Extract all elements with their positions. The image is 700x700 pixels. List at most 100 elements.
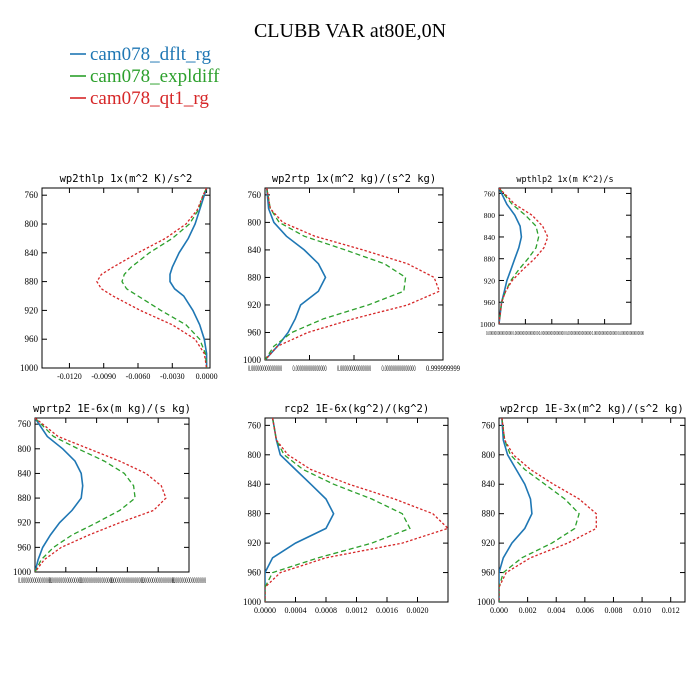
x-tick-label: 0.000000000000000 xyxy=(539,330,565,337)
chart-panel: wp2thlp 1x(m^2 K)/s^2 760 800 840 880 920 960 1… xyxy=(20,173,218,381)
y-tick-label: 880 xyxy=(482,509,496,519)
y-tick-label: 920 xyxy=(18,518,32,528)
plot-frame xyxy=(41,187,211,369)
y-tick-label: 840 xyxy=(248,479,262,489)
y-tick-label: 760 xyxy=(248,190,262,200)
series-line-cam078_expldiff xyxy=(265,418,411,602)
y-tick-label: 760 xyxy=(25,190,39,200)
y-tick-label: 960 xyxy=(484,298,496,307)
x-tick-label: -0.0120 xyxy=(57,372,82,381)
plot-frame xyxy=(264,417,449,603)
series-line-cam078_qt1_rg xyxy=(265,418,448,602)
y-tick-label: 840 xyxy=(248,245,262,255)
y-tick-label: 840 xyxy=(25,248,39,258)
x-tick-label: 0.0016 xyxy=(376,606,398,615)
series-line-cam078_qt1_rg xyxy=(265,188,441,360)
x-tick-label: 0.000000000000000 xyxy=(172,576,206,585)
y-tick-label: 880 xyxy=(25,277,39,287)
y-tick-label: 760 xyxy=(18,419,32,429)
y-tick-label: 920 xyxy=(248,538,262,548)
panel-title: wp2thlp 1x(m^2 K)/s^2 xyxy=(60,173,193,185)
x-tick-label: 0.0012 xyxy=(346,606,368,615)
series-line-cam078_expldiff xyxy=(499,188,540,324)
y-tick-label: 880 xyxy=(484,255,496,264)
series-line-cam078_expldiff xyxy=(35,418,136,572)
y-tick-label: 960 xyxy=(18,542,32,552)
x-tick-label: 0.000000000000000 xyxy=(293,364,327,373)
series-group xyxy=(265,418,448,602)
y-tick-label: 880 xyxy=(248,272,262,282)
series-line-cam078_qt1_rg xyxy=(499,188,549,324)
series-line-cam078_dflt_rg xyxy=(265,188,327,360)
panel-title: wpthlp2 1x(m K^2)/s xyxy=(516,175,613,185)
y-tick-label: 840 xyxy=(484,233,496,242)
x-tick-label: 0.000000000000000 xyxy=(382,364,416,373)
plot-frame xyxy=(498,417,686,603)
plot-frame xyxy=(498,187,632,325)
x-tick-label: 0.0020 xyxy=(407,606,429,615)
series-line-cam078_dflt_rg xyxy=(35,418,84,572)
x-tick-label: 0.000000000000000 xyxy=(565,330,591,337)
y-tick-label: 960 xyxy=(25,334,39,344)
y-tick-label: 1000 xyxy=(477,597,496,607)
plot-frame xyxy=(264,187,444,361)
y-tick-label: 800 xyxy=(25,219,39,229)
y-tick-label: 760 xyxy=(248,420,262,430)
series-line-cam078_qt1_rg xyxy=(96,188,208,368)
x-tick-label: 0.010 xyxy=(633,606,651,615)
y-tick-label: 1000 xyxy=(13,567,32,577)
x-tick-label: 0.000000000000000 xyxy=(49,576,83,585)
panel-title: wp2rtp 1x(m^2 kg)/(s^2 kg) xyxy=(272,173,436,185)
y-tick-label: 880 xyxy=(248,509,262,519)
y-tick-label: 800 xyxy=(18,444,32,454)
y-tick-label: 920 xyxy=(248,300,262,310)
x-tick-label: 0.000000000000000 xyxy=(248,364,282,373)
x-tick-label: -0.0030 xyxy=(160,372,185,381)
chart-panel: wpthlp2 1x(m K^2)/s 760 800 840 880 920 960 100… xyxy=(480,175,644,337)
x-tick-label: 0.999999999 xyxy=(426,364,460,373)
y-tick-label: 880 xyxy=(18,493,32,503)
x-tick-label: 0.000000000000000 xyxy=(337,364,371,373)
series-group xyxy=(265,188,441,360)
y-tick-label: 960 xyxy=(248,568,262,578)
series-line-cam078_dflt_rg xyxy=(169,188,208,368)
y-tick-label: 1000 xyxy=(20,363,39,373)
x-tick-label: 0.000000000000000 xyxy=(18,576,52,585)
y-tick-label: 800 xyxy=(484,211,496,220)
y-tick-label: 960 xyxy=(248,327,262,337)
series-line-cam078_expldiff xyxy=(121,188,208,368)
legend-label: cam078_dflt_rg xyxy=(90,44,212,65)
y-tick-label: 920 xyxy=(484,276,496,285)
series-group xyxy=(499,418,597,602)
series-line-cam078_dflt_rg xyxy=(265,418,335,602)
chart-panel: wp2rcp 1E-3x(m^2 kg)/(s^2 kg) 760 800 840 88… xyxy=(477,403,686,615)
y-tick-label: 840 xyxy=(482,479,496,489)
figure-title: CLUBB VAR at80E,0N xyxy=(254,20,446,42)
series-group xyxy=(96,188,208,368)
chart-panel: rcp2 1E-6x(kg^2)/(kg^2) 760 800 840 880 920 96… xyxy=(243,403,449,615)
x-tick-label: 0.0008 xyxy=(315,606,337,615)
x-tick-label: -0.0060 xyxy=(126,372,151,381)
panel-title: wp2rcp 1E-3x(m^2 kg)/(s^2 kg) xyxy=(500,403,683,415)
x-tick-label: 0.000000000000000 xyxy=(618,330,644,337)
legend-label: cam078_expldiff xyxy=(90,66,220,87)
x-tick-label: 0.0000 xyxy=(254,606,276,615)
y-tick-label: 920 xyxy=(25,305,39,315)
x-tick-label: 0.000000000000000 xyxy=(110,576,144,585)
series-group xyxy=(499,188,549,324)
y-tick-label: 920 xyxy=(482,538,496,548)
x-tick-label: 0.006 xyxy=(576,606,594,615)
x-tick-label: 0.008 xyxy=(604,606,622,615)
x-tick-label: 0.012 xyxy=(662,606,680,615)
x-tick-label: 0.000000000000000 xyxy=(512,330,538,337)
chart-panel: wp2rtp 1x(m^2 kg)/(s^2 kg) 760 800 840 880 92… xyxy=(243,173,460,373)
y-tick-label: 840 xyxy=(18,468,32,478)
panel-title: rcp2 1E-6x(kg^2)/(kg^2) xyxy=(284,403,429,415)
chart-panel: wprtp2 1E-6x(m kg)/(s kg)760 800 840 880 920… xyxy=(13,403,206,585)
plot-frame xyxy=(34,417,190,573)
legend-label: cam078_qt1_rg xyxy=(90,88,209,109)
x-tick-label: 0.004 xyxy=(547,606,565,615)
y-tick-label: 1000 xyxy=(480,320,495,329)
series-line-cam078_qt1_rg xyxy=(499,418,597,602)
